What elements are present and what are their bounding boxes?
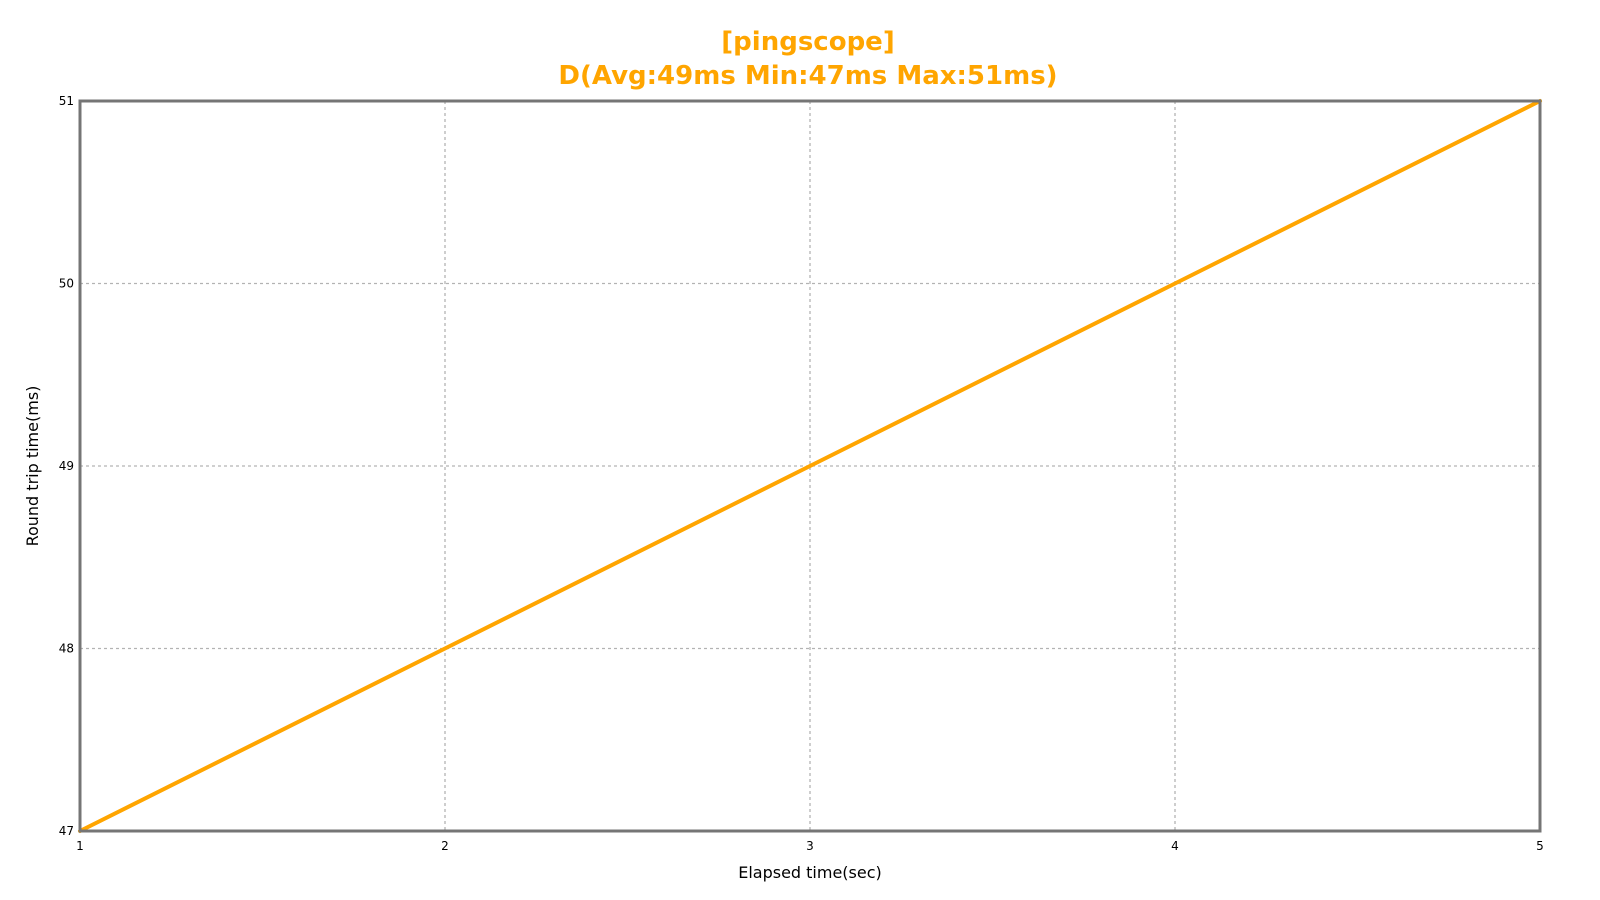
y-tick-label: 51 bbox=[59, 94, 74, 108]
tick-labels: 1 2 3 4 5 47 48 49 50 51 bbox=[59, 94, 1544, 853]
x-tick-label: 2 bbox=[441, 839, 449, 853]
x-tick-label: 3 bbox=[806, 839, 814, 853]
y-axis-label: Round trip time(ms) bbox=[23, 386, 42, 547]
x-axis-label: Elapsed time(sec) bbox=[738, 863, 882, 882]
plot-frame bbox=[78, 99, 1542, 833]
chart-subtitle: D(Avg:49ms Min:47ms Max:51ms) bbox=[558, 61, 1057, 91]
grid-lines bbox=[80, 101, 1540, 831]
series-line bbox=[78, 99, 1542, 833]
x-tick-label: 1 bbox=[76, 839, 84, 853]
y-tick-label: 50 bbox=[59, 277, 74, 291]
chart-title: [pingscope] bbox=[721, 27, 894, 57]
y-tick-label: 49 bbox=[59, 459, 74, 473]
series-lines bbox=[78, 99, 1542, 833]
y-tick-label: 48 bbox=[59, 642, 74, 656]
x-tick-label: 5 bbox=[1536, 839, 1544, 853]
x-tick-label: 4 bbox=[1171, 839, 1179, 853]
y-tick-label: 47 bbox=[59, 824, 74, 838]
